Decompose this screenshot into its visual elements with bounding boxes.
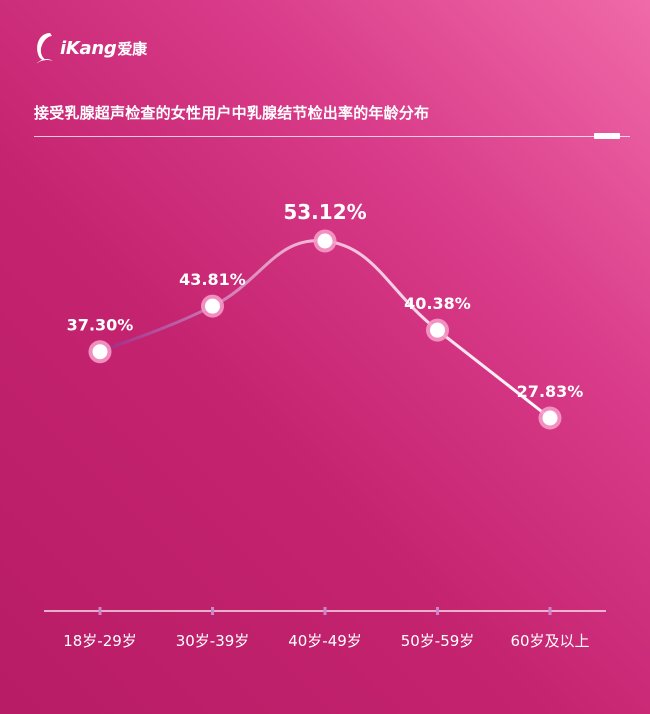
data-marker [88,340,112,364]
category-label: 60岁及以上 [510,632,589,650]
logo-text-cn: 爱康 [117,39,147,58]
data-markers [88,229,562,430]
category-label: 30岁-39岁 [176,632,250,650]
value-label: 40.38% [404,294,471,313]
drop-lines [99,271,551,609]
value-label: 43.81% [179,270,246,289]
ikang-logo: iKang爱康 [32,28,147,68]
chart-title: 接受乳腺超声检查的女性用户中乳腺结节检出率的年龄分布 [34,104,430,122]
value-label: 27.83% [517,382,584,401]
category-labels: 18岁-29岁 30岁-39岁 40岁-49岁 50岁-59岁 60岁及以上 [63,632,589,650]
data-marker [426,318,449,342]
category-label: 40岁-49岁 [288,632,362,650]
value-label: 53.12% [283,200,366,224]
ribbon-logo-icon [36,33,53,64]
data-marker [201,294,224,318]
category-label: 18岁-29岁 [63,632,137,650]
value-labels: 37.30% 43.81% 53.12% 40.38% 27.83% [67,200,584,401]
value-label: 37.30% [67,316,134,335]
title-divider-accent [594,133,620,139]
title-divider [34,136,630,137]
data-marker [313,229,337,253]
data-marker [538,406,562,430]
logo-text: iKang爱康 [60,38,147,59]
x-axis-ticks [98,607,552,615]
logo-text-en: iKang [60,37,117,59]
category-label: 50岁-59岁 [401,632,475,650]
